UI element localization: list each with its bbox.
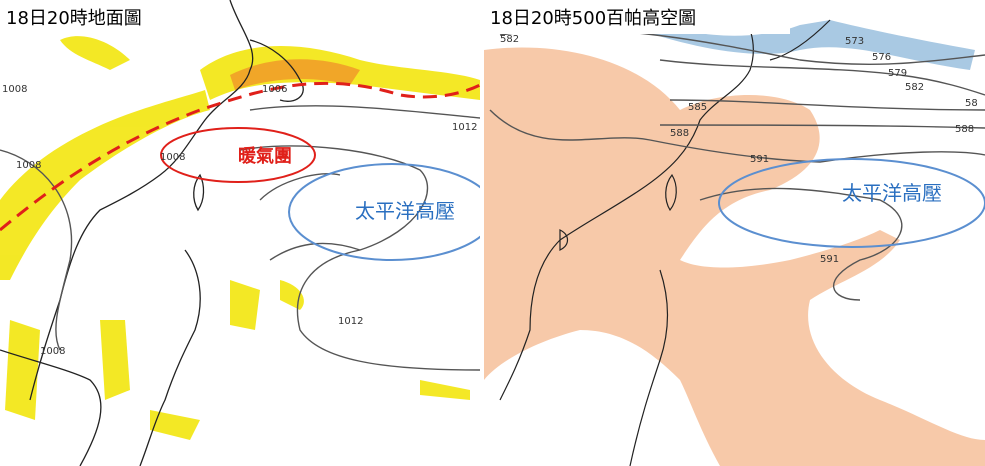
high-zone: [484, 47, 985, 466]
contour-label: 1008: [2, 84, 27, 95]
contour-label: 1006: [262, 84, 287, 95]
upper-air-map: 太平洋高壓 18日20時500百帕高空圖: [484, 0, 985, 466]
contour-label: 58: [965, 98, 978, 109]
trough-zone: [640, 20, 975, 70]
surface-map: 暖氣團 太平洋高壓 18日20時地面圖: [0, 0, 496, 466]
contour-label: 1008: [160, 152, 185, 163]
contour-label: 1008: [40, 346, 65, 357]
title-bg: [0, 0, 200, 34]
contour-label: 582: [905, 82, 924, 93]
contour-label: 579: [888, 68, 907, 79]
annotation: 太平洋高壓: [842, 181, 942, 205]
panel-title: 18日20時500百帕高空圖: [490, 8, 696, 29]
contour-label: 588: [955, 124, 974, 135]
contour-label: 573: [845, 36, 864, 47]
contour-label: 585: [688, 102, 707, 113]
annotation: 太平洋高壓: [355, 199, 455, 223]
contour-label: 1008: [16, 160, 41, 171]
warm-air-circle: [160, 127, 316, 183]
panel-title: 18日20時地面圖: [6, 8, 142, 29]
contour-label: 1012: [338, 316, 363, 327]
high-pressure-circle: [718, 158, 985, 248]
contour-labels: 1008 1006 1008 1008 1012 1012 1008 582 573 576 579…: [2, 34, 978, 357]
contour-label: 1012: [452, 122, 477, 133]
contour-label: 576: [872, 52, 891, 63]
contour-label: 591: [820, 254, 839, 265]
contour-label: 582: [500, 34, 519, 45]
front-line: [0, 81, 481, 232]
coastlines: [499, 0, 831, 466]
heavy-rain: [230, 59, 360, 90]
contour-label: 588: [670, 128, 689, 139]
contour-label: 591: [750, 154, 769, 165]
annotation: 暖氣團: [238, 145, 292, 167]
title-bg: [484, 0, 790, 34]
